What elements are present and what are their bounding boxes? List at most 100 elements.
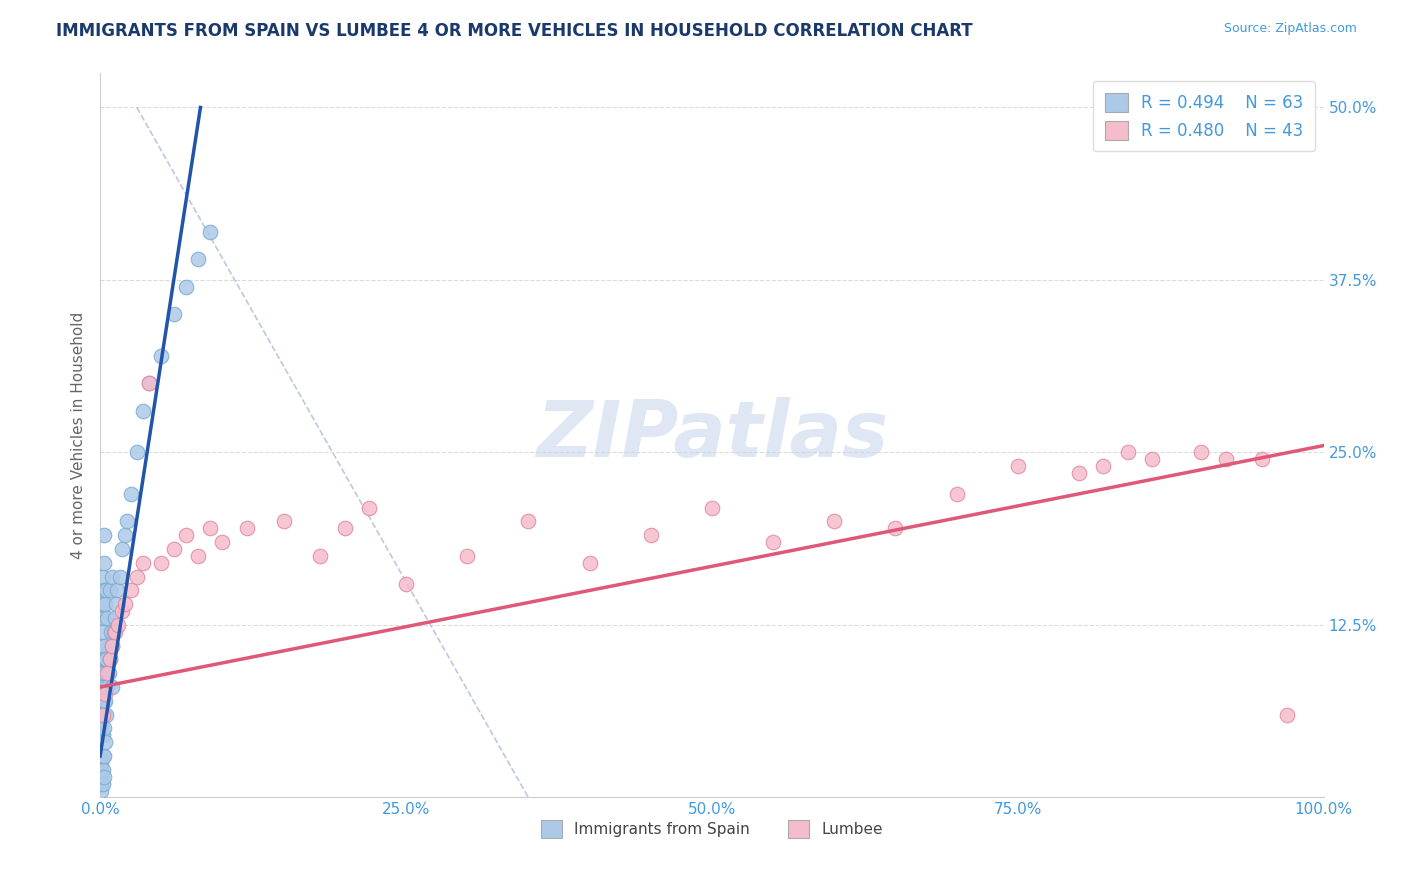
Point (945, 487, 967, 501)
Point (105, 583, 128, 598)
Point (94, 735, 117, 749)
Point (96, 652, 118, 666)
Point (91, 707, 114, 722)
Point (90, 763, 112, 777)
Point (125, 569, 148, 583)
Point (98, 652, 121, 666)
Point (91, 624, 114, 639)
Point (200, 225, 222, 239)
Point (115, 515, 138, 529)
Point (94, 694, 117, 708)
Point (700, 500, 723, 515)
Point (90, 666, 112, 681)
Point (359, 500, 381, 515)
Point (93, 556, 115, 570)
Point (1067, 466, 1090, 480)
Point (91, 749, 114, 764)
Point (1215, 452, 1237, 467)
Point (120, 487, 142, 501)
Point (101, 639, 124, 653)
Point (187, 549, 209, 563)
Point (93, 583, 115, 598)
Point (91, 763, 114, 777)
Point (640, 528, 662, 542)
Point (105, 597, 128, 611)
Point (96, 707, 118, 722)
Point (91, 680, 114, 694)
Point (100, 624, 122, 639)
Point (103, 624, 125, 639)
Point (93, 749, 115, 764)
Point (90, 770, 112, 784)
Point (91, 597, 114, 611)
Point (101, 680, 124, 694)
Point (91, 652, 114, 666)
Point (90, 777, 112, 791)
Point (762, 535, 785, 549)
Point (107, 618, 129, 632)
Point (1092, 459, 1115, 474)
Point (94, 687, 117, 701)
Point (884, 521, 907, 535)
Point (111, 542, 134, 557)
Point (1189, 445, 1212, 459)
Point (114, 597, 136, 611)
Point (93, 639, 115, 653)
Text: Source: ZipAtlas.com: Source: ZipAtlas.com (1223, 22, 1357, 36)
Point (91, 728, 114, 742)
Point (211, 535, 233, 549)
Point (1007, 459, 1029, 474)
Point (174, 528, 197, 542)
Point (104, 624, 127, 639)
Point (125, 445, 148, 459)
Point (96, 583, 118, 598)
Point (93, 611, 115, 625)
Point (91, 707, 114, 722)
Legend: Immigrants from Spain, Lumbee: Immigrants from Spain, Lumbee (534, 814, 890, 844)
Point (187, 252, 209, 267)
Point (138, 376, 160, 391)
Point (96, 611, 118, 625)
Point (132, 556, 155, 570)
Point (200, 521, 222, 535)
Point (96, 666, 118, 681)
Point (93, 770, 115, 784)
Point (132, 404, 155, 418)
Point (90, 756, 112, 770)
Point (823, 515, 845, 529)
Point (108, 569, 131, 583)
Point (97, 666, 120, 681)
Text: ZIPatlas: ZIPatlas (536, 397, 889, 474)
Point (1116, 445, 1139, 459)
Point (93, 666, 115, 681)
Point (98, 583, 121, 598)
Point (94, 597, 117, 611)
Point (1275, 707, 1298, 722)
Point (150, 349, 173, 363)
Point (90, 694, 112, 708)
Point (90, 749, 112, 764)
Point (114, 528, 136, 542)
Point (236, 521, 259, 535)
Point (309, 549, 332, 563)
Text: IMMIGRANTS FROM SPAIN VS LUMBEE 4 OR MORE VEHICLES IN HOUSEHOLD CORRELATION CHAR: IMMIGRANTS FROM SPAIN VS LUMBEE 4 OR MOR… (56, 22, 973, 40)
Point (93, 722, 115, 736)
Point (578, 556, 600, 570)
Point (104, 611, 127, 625)
Point (456, 549, 478, 563)
Point (96, 680, 118, 694)
Point (150, 556, 173, 570)
Point (93, 694, 115, 708)
Point (94, 652, 117, 666)
Point (93, 528, 115, 542)
Point (120, 583, 142, 598)
Point (90, 639, 112, 653)
Point (91, 569, 114, 583)
Point (101, 639, 124, 653)
Point (111, 604, 134, 618)
Point (91, 777, 114, 791)
Point (90, 722, 112, 736)
Point (162, 542, 184, 557)
Point (1251, 452, 1274, 467)
Point (138, 376, 160, 391)
